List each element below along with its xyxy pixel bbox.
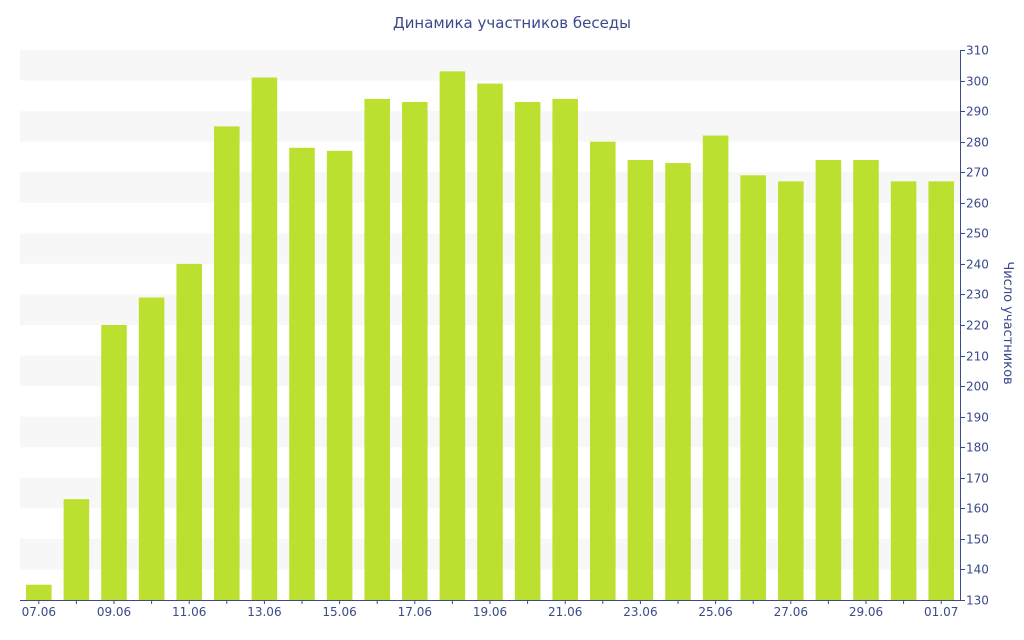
x-tick-label: 19.06: [473, 605, 507, 619]
y-tick-label: 260: [966, 197, 989, 211]
y-tick-label: 140: [966, 563, 989, 577]
x-tick-labels: 07.06 09.06 11.06 13.06 15.06 17.06 19.06 21.06…: [22, 605, 959, 619]
x-tick-label: 13.06: [247, 605, 281, 619]
y-tick-label: 130: [966, 594, 989, 608]
x-tick-label: 09.06: [97, 605, 131, 619]
y-tick-label: 160: [966, 502, 989, 516]
y-tick-label: 310: [966, 44, 989, 58]
y-axis-title: Число участников: [1000, 261, 1015, 384]
bar-08.06: [63, 499, 90, 600]
y-tick-label: 210: [966, 350, 989, 364]
bar-10.06: [138, 297, 165, 600]
bar-14.06: [289, 147, 315, 600]
x-tick-label: 17.06: [398, 605, 432, 619]
bar-20.06: [514, 101, 541, 600]
bar-28.06: [815, 160, 842, 600]
x-tick-label: 29.06: [849, 605, 883, 619]
bar-15.06: [326, 150, 353, 600]
bar-11.06: [176, 263, 202, 600]
bar-22.06: [590, 141, 616, 601]
y-tick-label: 190: [966, 411, 989, 425]
bar-18.06: [439, 71, 466, 600]
grid-band: [20, 50, 960, 81]
bar-30.06: [890, 181, 917, 600]
x-tick-label: 23.06: [623, 605, 657, 619]
bar-25.06: [702, 135, 729, 600]
y-tick-label: 200: [966, 380, 989, 394]
bar-16.06: [364, 98, 390, 600]
y-tick-label: 230: [966, 288, 989, 302]
x-tick-label: 01.07: [924, 605, 958, 619]
bar-19.06: [477, 83, 503, 601]
bar-27.06: [778, 181, 804, 600]
y-tick-label: 270: [966, 166, 989, 180]
y-tick-label: 300: [966, 75, 989, 89]
y-tick-label: 150: [966, 533, 989, 547]
bar-07.06: [26, 584, 52, 600]
chart-title: Динамика участников беседы: [393, 14, 631, 32]
y-tick-label: 250: [966, 227, 989, 241]
bars-group: [26, 71, 954, 601]
bar-12.06: [214, 126, 240, 600]
x-tick-label: 11.06: [172, 605, 206, 619]
bar-29.06: [853, 160, 879, 600]
axes-group: [20, 50, 965, 604]
x-tick-label: 21.06: [548, 605, 582, 619]
bar-21.06: [552, 98, 578, 600]
bar-17.06: [402, 101, 428, 600]
y-tick-label: 240: [966, 258, 989, 272]
y-tick-labels: 130 140 150 160 170 180 190 200 210 220 230 240 250 2…: [966, 44, 989, 608]
y-tick-label: 290: [966, 105, 989, 119]
bar-26.06: [740, 175, 766, 600]
x-tick-label: 15.06: [322, 605, 356, 619]
y-tick-label: 220: [966, 319, 989, 333]
y-tick-label: 170: [966, 472, 989, 486]
bar-13.06: [251, 77, 278, 600]
x-tick-label: 25.06: [698, 605, 732, 619]
x-tick-label: 27.06: [774, 605, 808, 619]
x-tick-label: 07.06: [22, 605, 56, 619]
bar-23.06: [627, 160, 654, 600]
y-tick-label: 280: [966, 136, 989, 150]
bar-09.06: [101, 325, 127, 600]
bar-24.06: [665, 163, 691, 600]
y-tick-label: 180: [966, 441, 989, 455]
bar-01.07: [928, 181, 954, 600]
